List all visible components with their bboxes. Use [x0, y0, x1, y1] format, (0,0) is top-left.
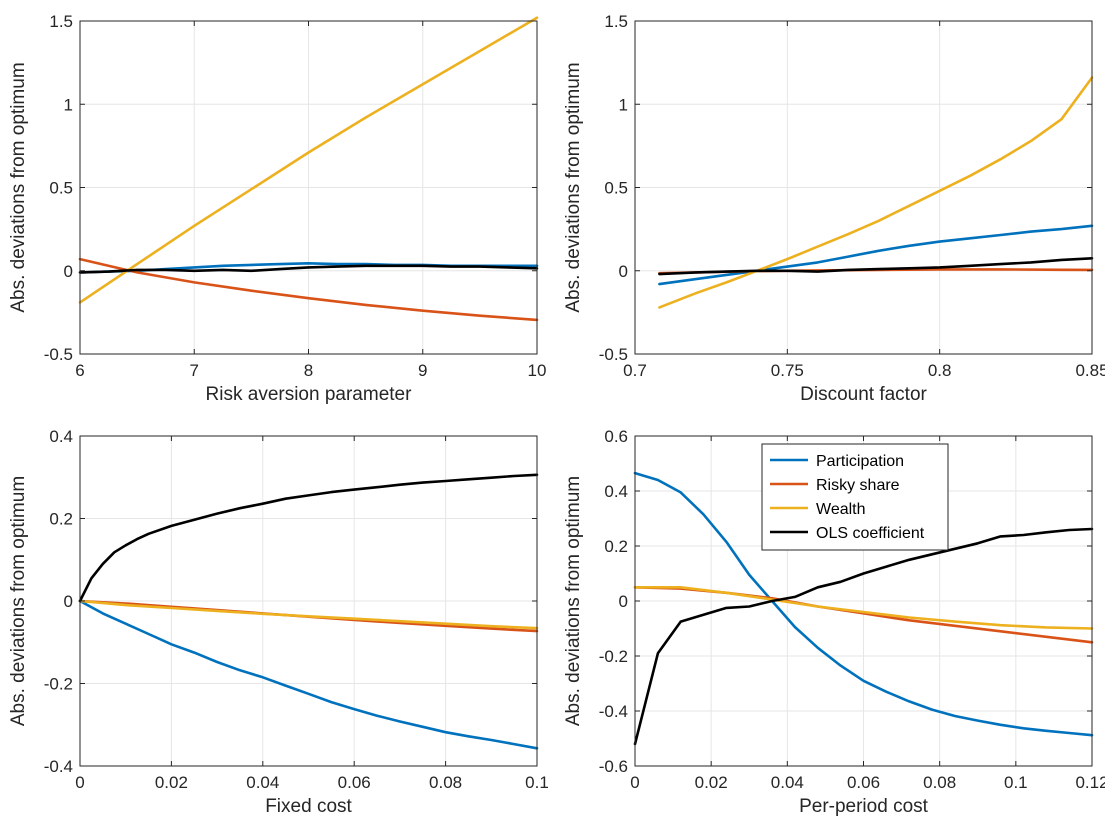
y-tick-label: 0 [64, 262, 73, 281]
y-axis-label: Abs. deviations from optimum [563, 476, 584, 726]
legend-label-wealth: Wealth [816, 501, 866, 518]
x-tick-label: 6 [75, 361, 84, 380]
x-tick-label: 0.8 [928, 361, 952, 380]
x-tick-label: 0.06 [847, 773, 880, 792]
legend-label-risky-share: Risky share [816, 477, 900, 494]
series-line-ols-coefficient [78, 473, 539, 603]
x-axis-label: Discount factor [800, 384, 927, 405]
series-line-wealth [78, 16, 539, 304]
y-tick-label: 0.4 [604, 482, 628, 501]
x-tick-label: 0 [75, 773, 84, 792]
y-axis-label: Abs. deviations from optimum [563, 62, 584, 312]
y-tick-label: -0.6 [599, 757, 628, 776]
y-tick-label: -0.2 [599, 647, 628, 666]
y-tick-label: 1.5 [49, 12, 73, 31]
legend-label-ols-coefficient: OLS coefficient [816, 525, 925, 542]
y-tick-label: 0.5 [604, 179, 628, 198]
x-tick-label: 0.85 [1075, 361, 1105, 380]
y-tick-label: 0.4 [49, 427, 73, 446]
panel-discount-factor: 0.7 0.75 0.8 0.85 -0.5 0 0.5 1 1.5 Discount facto… [563, 12, 1105, 405]
y-tick-label: 1.5 [604, 12, 628, 31]
y-tick-label: -0.4 [44, 757, 73, 776]
y-tick-label: -0.5 [44, 345, 73, 364]
y-tick-label: 0.6 [604, 427, 628, 446]
y-tick-label: 1 [619, 95, 628, 114]
series-line-participation [633, 471, 1094, 737]
y-tick-label: 0 [64, 592, 73, 611]
series-line-ols-coefficient [78, 264, 539, 274]
y-tick-label: 0 [619, 592, 628, 611]
y-tick-label: 0.2 [604, 537, 628, 556]
y-tick-label: 0.5 [49, 179, 73, 198]
x-tick-label: 0.06 [338, 773, 371, 792]
x-tick-label: 0 [630, 773, 639, 792]
series-line-ols-coefficient [658, 256, 1094, 276]
y-tick-label: -0.4 [599, 702, 628, 721]
y-tick-label: 0 [619, 262, 628, 281]
x-tick-label: 8 [304, 361, 313, 380]
x-tick-label: 0.1 [1004, 773, 1028, 792]
y-tick-label: -0.2 [44, 675, 73, 694]
y-axis-label: Abs. deviations from optimum [8, 476, 29, 726]
series-line-participation [658, 224, 1094, 286]
x-tick-label: 0.02 [695, 773, 728, 792]
x-tick-label: 7 [190, 361, 199, 380]
x-tick-label: 0.04 [771, 773, 804, 792]
x-tick-label: 0.08 [429, 773, 462, 792]
series-line-ols-coefficient [633, 527, 1094, 746]
series-line-wealth [658, 76, 1094, 309]
x-tick-label: 0.08 [923, 773, 956, 792]
x-tick-label: 10 [528, 361, 547, 380]
x-tick-label: 0.12 [1075, 773, 1105, 792]
x-tick-label: 0.02 [155, 773, 188, 792]
panel-fixed-cost: 0 0.02 0.04 0.06 0.08 0.1 -0.4 -0.2 0 0.2 0.4 Fixed… [8, 427, 549, 817]
y-tick-label: -0.5 [599, 345, 628, 364]
legend-label-participation: Participation [816, 453, 904, 470]
x-tick-label: 0.1 [525, 773, 549, 792]
x-axis-label: Risk aversion parameter [206, 384, 413, 405]
y-tick-label: 1 [64, 95, 73, 114]
series-line-wealth [78, 599, 539, 630]
x-tick-label: 9 [418, 361, 427, 380]
series-line-participation [78, 599, 539, 750]
series-line-wealth [633, 585, 1094, 630]
x-tick-label: 0.75 [771, 361, 804, 380]
x-axis-label: Per-period cost [799, 796, 929, 817]
y-tick-label: 0.2 [49, 510, 73, 529]
legend: Participation Risky share Wealth OLS coeffi… [761, 443, 949, 551]
x-tick-label: 0.04 [246, 773, 279, 792]
x-axis-label: Fixed cost [265, 796, 352, 817]
panel-per-period-cost: 0 0.02 0.04 0.06 0.08 0.1 0.12 -0.6 -0.4 -0.2 0 0.2… [563, 427, 1105, 817]
panel-risk-aversion: 6 7 8 9 10 -0.5 0 0.5 1 1.5 Risk aversion paramete… [8, 12, 546, 405]
x-tick-label: 0.7 [623, 361, 647, 380]
y-axis-label: Abs. deviations from optimum [8, 62, 29, 312]
series-line-risky-share [78, 257, 539, 322]
